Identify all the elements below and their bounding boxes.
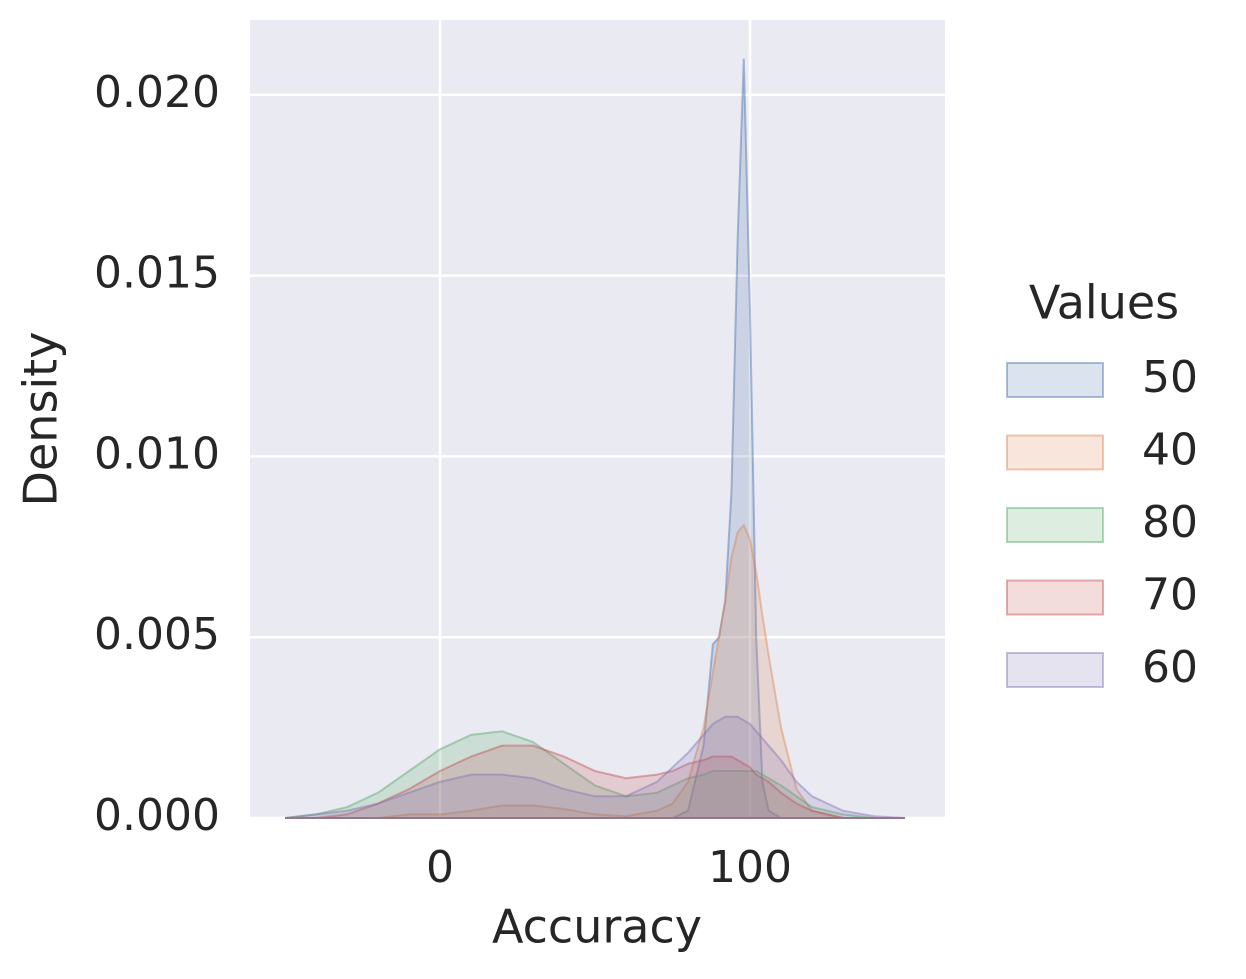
x-axis-label: Accuracy — [492, 900, 702, 954]
y-tick-label: 0.000 — [94, 790, 220, 841]
legend-label: 80 — [1142, 497, 1198, 548]
density-area — [285, 523, 906, 819]
density-area — [284, 730, 906, 819]
legend-label: 60 — [1142, 642, 1198, 693]
y-tick-label: 0.015 — [94, 248, 220, 299]
density-area — [285, 58, 906, 819]
legend-swatch — [1006, 362, 1104, 398]
density-area — [285, 744, 906, 819]
y-tick-label: 0.020 — [94, 67, 220, 118]
legend-title: Values — [1029, 276, 1179, 330]
legend-swatch — [1006, 652, 1104, 688]
x-tick-label: 0 — [426, 842, 454, 893]
legend-label: 70 — [1142, 570, 1198, 621]
density-area — [284, 715, 906, 819]
y-axis-label: Density — [14, 332, 68, 507]
plot-area — [250, 20, 945, 818]
legend-label: 50 — [1142, 352, 1198, 403]
y-tick-label: 0.005 — [94, 609, 220, 660]
x-tick-label: 100 — [708, 842, 792, 893]
legend-swatch — [1006, 434, 1104, 471]
y-tick-label: 0.010 — [94, 428, 220, 479]
legend-label: 40 — [1142, 425, 1198, 476]
legend-swatch — [1006, 579, 1104, 616]
legend-swatch — [1006, 507, 1104, 543]
